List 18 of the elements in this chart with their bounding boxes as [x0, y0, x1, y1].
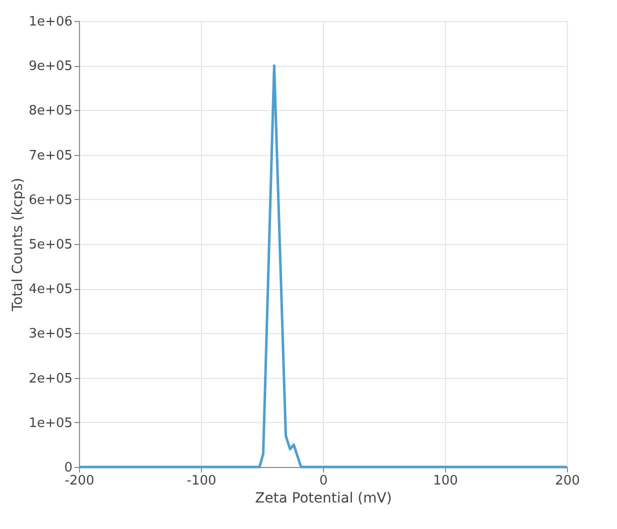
- y-tick-label: 1e+05: [28, 416, 72, 431]
- y-tick-label: 3e+05: [28, 326, 72, 342]
- y-axis-title: Total Counts (kcps): [10, 178, 26, 312]
- y-tick-label: 4e+05: [28, 282, 72, 298]
- x-axis-title: Zeta Potential (mV): [255, 490, 392, 506]
- x-tick-label: 200: [555, 474, 580, 488]
- y-tick-label: 8e+05: [28, 104, 72, 119]
- y-tick-label: 9e+05: [28, 59, 72, 74]
- y-tick-label: 5e+05: [28, 238, 72, 252]
- y-tick-label: 2e+05: [28, 371, 72, 386]
- x-tick-label: -200: [64, 474, 94, 488]
- y-tick-label: 1e+06: [28, 14, 72, 30]
- x-tick-label: -100: [186, 474, 216, 488]
- y-tick-label: 6e+05: [28, 192, 72, 208]
- x-tick-label: 100: [433, 474, 458, 488]
- x-tick-label: 0: [319, 474, 328, 488]
- y-tick-label: 0: [64, 460, 72, 476]
- y-tick-label: 7e+05: [28, 148, 72, 164]
